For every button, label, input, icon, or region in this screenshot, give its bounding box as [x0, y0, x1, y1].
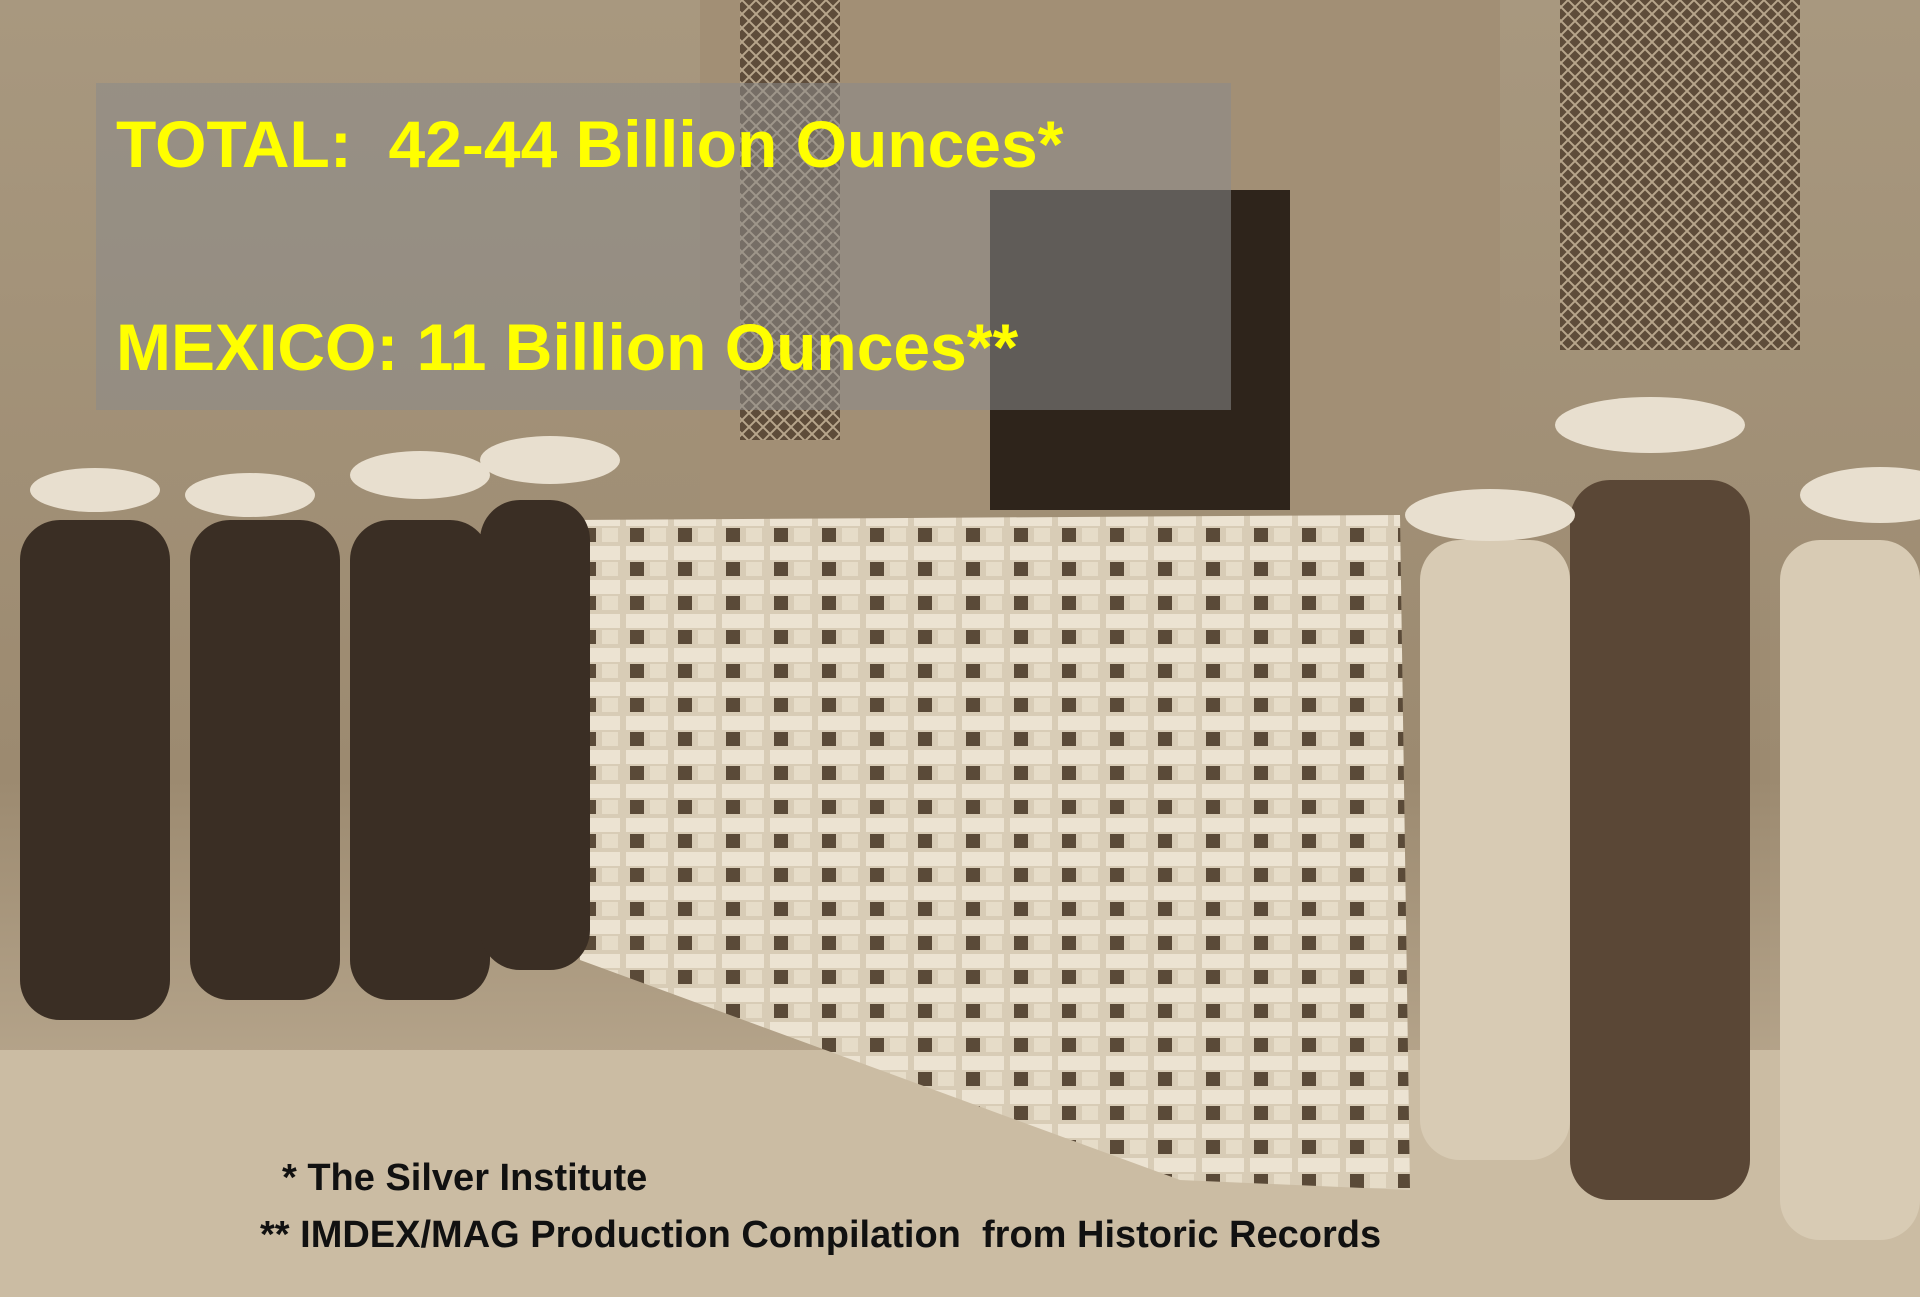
mexico-text: MEXICO: 11 Billion Ounces**	[116, 310, 1019, 384]
total-text: TOTAL: 42-44 Billion Ounces*	[116, 107, 1064, 181]
people-right	[1420, 480, 1920, 1240]
footnote: ** IMDEX/MAG Production Compilation from…	[260, 1214, 1381, 1256]
page: TOTAL: 42-44 Billion Ounces* MEXICO: 11 …	[0, 0, 1920, 1297]
footnote: * The Silver Institute	[282, 1157, 647, 1199]
people	[20, 500, 590, 1020]
slide: TOTAL: 42-44 Billion Ounces* MEXICO: 11 …	[0, 0, 1920, 1297]
window-grill	[1560, 0, 1800, 350]
